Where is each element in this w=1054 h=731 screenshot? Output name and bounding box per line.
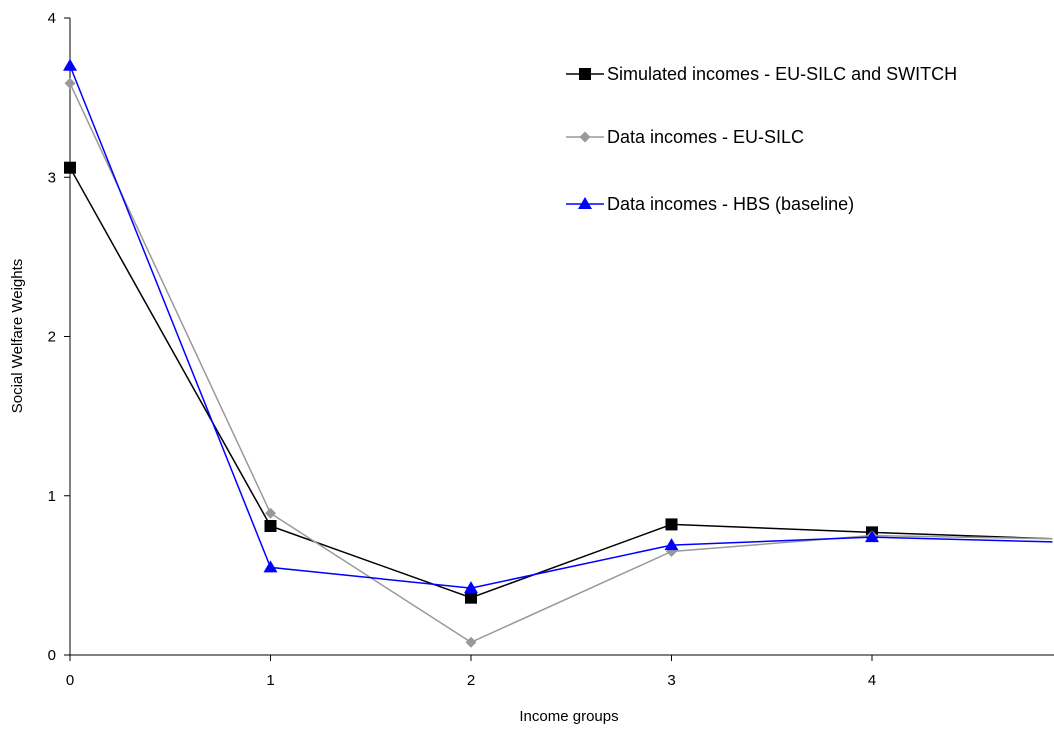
series-2 (65, 78, 1053, 648)
x-tick-label: 2 (467, 672, 475, 689)
x-tick-label: 3 (667, 672, 675, 689)
diamond-marker (580, 132, 591, 143)
triangle-marker (63, 59, 77, 71)
y-tick-label: 2 (48, 329, 56, 346)
legend-label: Data incomes - EU-SILC (607, 127, 804, 147)
x-axis-title: Income groups (519, 708, 618, 725)
legend-label: Data incomes - HBS (baseline) (607, 194, 854, 214)
legend: Simulated incomes - EU-SILC and SWITCH Da… (566, 64, 957, 214)
series-line (70, 66, 1052, 588)
x-tick-label: 4 (868, 672, 876, 689)
series-line (70, 83, 1052, 642)
diamond-marker (466, 637, 477, 648)
triangle-marker (578, 197, 592, 209)
y-tick-label: 3 (48, 169, 56, 186)
square-marker (265, 520, 277, 532)
series-layer (63, 59, 1052, 648)
series-3 (63, 59, 1052, 593)
legend-item: Data incomes - EU-SILC (566, 127, 804, 147)
triangle-marker (264, 560, 278, 572)
x-tick-label: 0 (66, 672, 74, 689)
legend-label: Simulated incomes - EU-SILC and SWITCH (607, 64, 957, 84)
series-line (70, 168, 1052, 598)
square-marker (579, 68, 591, 80)
diamond-marker (265, 508, 276, 519)
diamond-marker (65, 78, 76, 89)
square-marker (64, 162, 76, 174)
legend-item: Simulated incomes - EU-SILC and SWITCH (566, 64, 957, 84)
legend-item: Data incomes - HBS (baseline) (566, 194, 854, 214)
triangle-marker (665, 538, 679, 550)
y-tick-label: 4 (48, 10, 56, 27)
x-tick-label: 1 (266, 672, 274, 689)
square-marker (465, 592, 477, 604)
square-marker (666, 518, 678, 530)
axes: 0 1 2 3 4 0 1 2 3 4 (48, 10, 1054, 689)
y-tick-label: 0 (48, 647, 56, 664)
y-tick-label: 1 (48, 488, 56, 505)
y-axis-title: Social Welfare Weights (9, 259, 26, 414)
